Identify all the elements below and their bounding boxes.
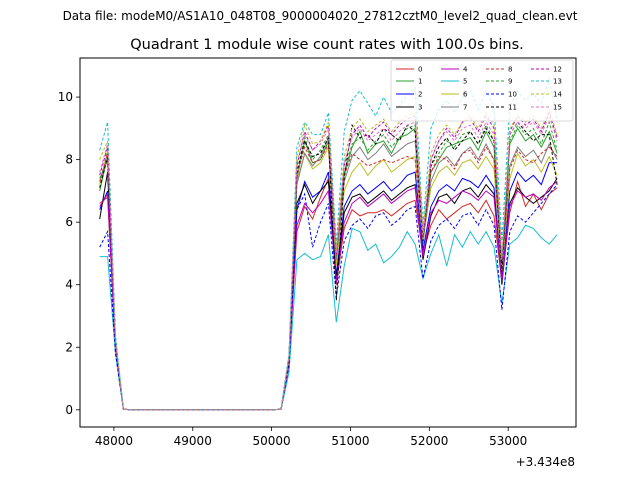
y-tick-label-4: 4 <box>65 278 73 292</box>
series-line-15 <box>99 114 558 411</box>
series-line-11 <box>99 121 558 411</box>
legend-label-12: 12 <box>553 66 562 74</box>
series-line-10 <box>99 184 558 411</box>
legend-label-15: 15 <box>553 104 562 112</box>
legend-label-2: 2 <box>418 91 422 99</box>
x-offset-label: +3.434e8 <box>516 455 575 469</box>
legend-label-11: 11 <box>508 104 517 112</box>
legend-label-4: 4 <box>463 66 468 74</box>
legend-label-3: 3 <box>418 104 422 112</box>
legend-label-8: 8 <box>508 66 512 74</box>
x-tick-label-51000: 51000 <box>331 434 369 448</box>
x-tick-label-50000: 50000 <box>253 434 291 448</box>
legend-label-6: 6 <box>463 91 468 99</box>
legend-label-0: 0 <box>418 66 422 74</box>
legend-label-5: 5 <box>463 78 467 86</box>
legend-label-13: 13 <box>553 78 562 86</box>
series-layer <box>99 78 558 411</box>
y-tick-label-0: 0 <box>65 403 73 417</box>
x-tick-label-49000: 49000 <box>174 434 212 448</box>
legend-label-7: 7 <box>463 104 467 112</box>
x-tick-label-52000: 52000 <box>410 434 448 448</box>
y-axis: 0 2 4 6 8 10 <box>58 90 80 417</box>
y-tick-label-2: 2 <box>65 340 73 354</box>
y-tick-label-10: 10 <box>58 90 73 104</box>
x-axis: 48000 49000 50000 51000 52000 53000 <box>95 427 527 448</box>
chart-title: Quadrant 1 module wise count rates with … <box>130 37 524 53</box>
plot-frame <box>79 57 577 428</box>
y-tick-label-8: 8 <box>65 153 73 167</box>
figure-suptitle: Data file: modeM0/AS1A10_048T08_90000040… <box>63 9 578 23</box>
legend-label-10: 10 <box>508 91 517 99</box>
x-tick-label-48000: 48000 <box>95 434 133 448</box>
legend-label-1: 1 <box>418 78 422 86</box>
legend-frame <box>390 59 574 122</box>
legend-label-14: 14 <box>553 91 562 99</box>
y-tick-label-6: 6 <box>65 215 73 229</box>
legend-label-9: 9 <box>508 78 512 86</box>
series-line-12 <box>99 111 558 411</box>
x-tick-label-53000: 53000 <box>489 434 527 448</box>
series-line-8 <box>99 142 558 411</box>
